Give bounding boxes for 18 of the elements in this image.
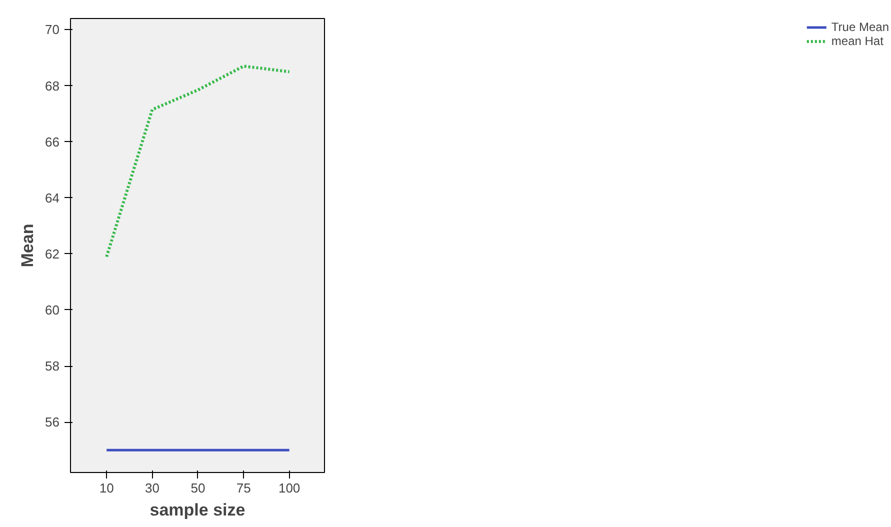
y-tick-label: 60 (45, 302, 60, 318)
x-tick-label: 10 (99, 480, 114, 496)
legend-label: True Mean (831, 20, 889, 34)
y-tick-label: 62 (45, 246, 60, 262)
x-tick-label: 50 (190, 480, 206, 496)
y-tick-label: 66 (45, 134, 60, 150)
y-axis-title: Mean (18, 224, 38, 268)
y-tick-label: 58 (45, 358, 60, 374)
x-tick-label: 100 (278, 480, 300, 496)
legend-label: mean Hat (831, 34, 884, 48)
x-tick-label: 30 (145, 480, 160, 496)
y-tick-label: 68 (45, 78, 60, 94)
x-axis-title: sample size (150, 500, 246, 520)
x-tick-label: 75 (236, 480, 251, 496)
line-series (105, 64, 291, 258)
y-tick-label: 56 (45, 414, 60, 430)
y-tick-label: 64 (45, 190, 60, 206)
y-tick-label: 70 (45, 22, 60, 38)
